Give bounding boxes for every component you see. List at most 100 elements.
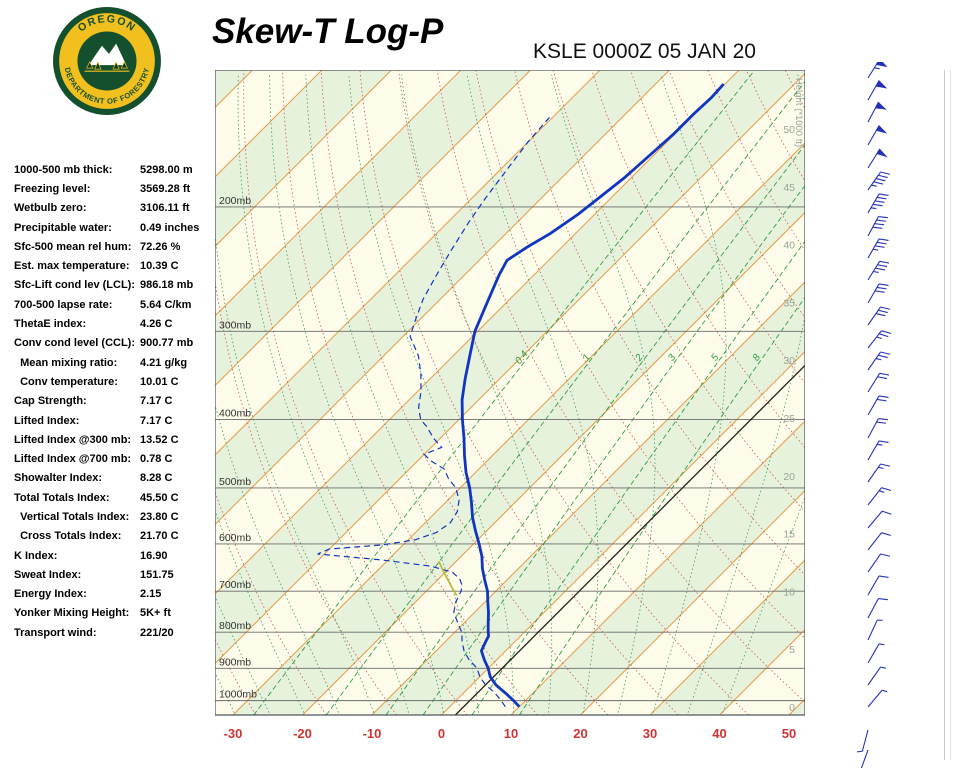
- pressure-label: 400mb: [219, 408, 251, 420]
- index-row: Lifted Index @300 mb: 13.52 C: [14, 430, 216, 449]
- page-title: Skew-T Log-P: [212, 12, 444, 51]
- mixing-ratio-lines: 0.4 1 2 3 5 8: [253, 70, 805, 715]
- wind-barb-column: [818, 58, 928, 772]
- wind-barb: [856, 729, 869, 753]
- logo-mountain: [88, 43, 127, 66]
- wind-barb: [867, 125, 888, 146]
- wind-barb: [867, 619, 883, 641]
- index-label: Mean mixing ratio:: [14, 356, 118, 369]
- wind-barb: [867, 351, 891, 371]
- index-row: Est. max temperature: 10.39 C: [14, 256, 216, 275]
- wind-barb: [867, 101, 887, 123]
- height-tick-label: 20: [783, 471, 795, 483]
- index-row: Mean mixing ratio: 4.21 g/kg: [14, 353, 216, 372]
- index-value: 151.75: [140, 568, 174, 581]
- index-value: 5.64 C/km: [140, 298, 192, 311]
- index-value: 986.18 mb: [140, 279, 194, 292]
- wind-barb: [867, 598, 888, 619]
- index-value: 8.28 C: [140, 472, 173, 485]
- index-label: Lifted Index @300 mb:: [14, 433, 132, 446]
- index-label: Sfc-500 mean rel hum:: [14, 240, 132, 253]
- wind-barb: [867, 193, 889, 214]
- temp-tick-label: 40: [712, 726, 726, 741]
- wind-barb: [867, 80, 888, 101]
- sounding-traces: [317, 83, 725, 708]
- index-label: Yonker Mixing Height:: [14, 607, 130, 620]
- height-tick-label: 30: [783, 355, 795, 367]
- pressure-label: 300mb: [219, 319, 251, 331]
- index-row: Wetbulb zero: 3106.11 ft: [14, 199, 216, 218]
- index-row: Precipitable water: 0.49 inches: [14, 218, 216, 237]
- pressure-label: 900mb: [219, 656, 251, 668]
- wind-barb: [867, 216, 888, 237]
- height-tick-label: 35: [783, 297, 795, 309]
- isotherm-bands: [215, 70, 805, 715]
- index-value: 7.17 C: [140, 414, 173, 427]
- index-row: Energy Index: 2.15: [14, 585, 216, 604]
- index-label: Lifted Index:: [14, 414, 80, 427]
- index-label: ThetaE index:: [14, 318, 87, 331]
- index-value: 0.78 C: [140, 453, 173, 466]
- dewpoint-trace: [317, 114, 553, 708]
- wind-barb: [867, 553, 891, 573]
- wind-barb: [867, 666, 886, 686]
- temp-tick-label: -10: [363, 726, 382, 741]
- index-value: 7.17 C: [140, 395, 173, 408]
- wind-barb: [867, 395, 889, 416]
- wind-barb: [867, 306, 891, 326]
- logo-trees-icon: [86, 61, 128, 70]
- index-value: 16.90: [140, 549, 168, 562]
- index-row: Cap Strength: 7.17 C: [14, 392, 216, 411]
- right-scale-strip: [944, 70, 951, 760]
- index-row: K Index: 16.90: [14, 546, 216, 565]
- index-label: Cross Totals Index:: [14, 530, 122, 543]
- index-row: Sfc-Lift cond lev (LCL): 986.18 mb: [14, 276, 216, 295]
- indices-panel: 1000-500 mb thick: 5298.00 m Freezing leve…: [14, 160, 216, 642]
- index-label: Sfc-Lift cond lev (LCL):: [14, 279, 135, 292]
- odf-logo: OREGON DEPARTMENT OF FORESTRY: [52, 6, 162, 116]
- mixing-ratio-label: 8: [751, 352, 763, 363]
- index-label: Total Totals Index:: [14, 491, 110, 504]
- index-row: 700-500 lapse rate: 5.64 C/km: [14, 295, 216, 314]
- wind-barb: [867, 58, 888, 79]
- height-axis-title: Height (*1000 ft): [793, 78, 804, 147]
- pressure-labels: 200mb 300mb 400mb 500mb 600mb 700mb 800mb 900mb…: [219, 195, 257, 701]
- wind-barb: [867, 510, 892, 529]
- moist-adiabats: [215, 74, 805, 713]
- temp-tick-label: 10: [504, 726, 518, 741]
- index-label: K Index:: [14, 549, 58, 562]
- index-label: Sweat Index:: [14, 568, 82, 581]
- index-label: Transport wind:: [14, 626, 97, 639]
- wind-barb: [867, 440, 889, 461]
- index-value: 2.15: [140, 588, 162, 601]
- temp-tick-label: 0: [438, 726, 445, 741]
- wind-barb: [867, 532, 891, 551]
- index-row: Vertical Totals Index: 23.80 C: [14, 507, 216, 526]
- wind-barb: [867, 372, 890, 393]
- height-tick-label: 5: [789, 644, 795, 656]
- height-tick-label: 0: [789, 702, 795, 714]
- wind-barb: [867, 260, 890, 281]
- height-tick-label: 40: [783, 240, 795, 252]
- parcel-trace: [438, 560, 458, 597]
- index-label: Conv cond level (CCL):: [14, 337, 136, 350]
- height-tick-label: 25: [783, 413, 795, 425]
- index-value: 221/20: [140, 626, 174, 639]
- height-tick-label: 45: [783, 182, 795, 194]
- index-value: 10.01 C: [140, 375, 179, 388]
- temp-tick-label: -20: [293, 726, 312, 741]
- wind-barb: [867, 418, 888, 439]
- index-row: 1000-500 mb thick: 5298.00 m: [14, 160, 216, 179]
- station-time-label: KSLE 0000Z 05 JAN 20: [533, 40, 756, 63]
- temperature-trace: [460, 83, 725, 708]
- index-label: 700-500 lapse rate:: [14, 298, 113, 311]
- temp-axis: -30 -20 -10 0 10 20 30 40 50: [224, 726, 797, 741]
- pressure-label: 500mb: [219, 476, 251, 488]
- index-value: 3106.11 ft: [140, 202, 190, 215]
- index-label: Vertical Totals Index:: [14, 510, 130, 523]
- index-row: Lifted Index @700 mb: 0.78 C: [14, 449, 216, 468]
- index-value: 900.77 mb: [140, 337, 194, 350]
- temp-tick-label: 30: [643, 726, 657, 741]
- wind-barb: [867, 238, 889, 259]
